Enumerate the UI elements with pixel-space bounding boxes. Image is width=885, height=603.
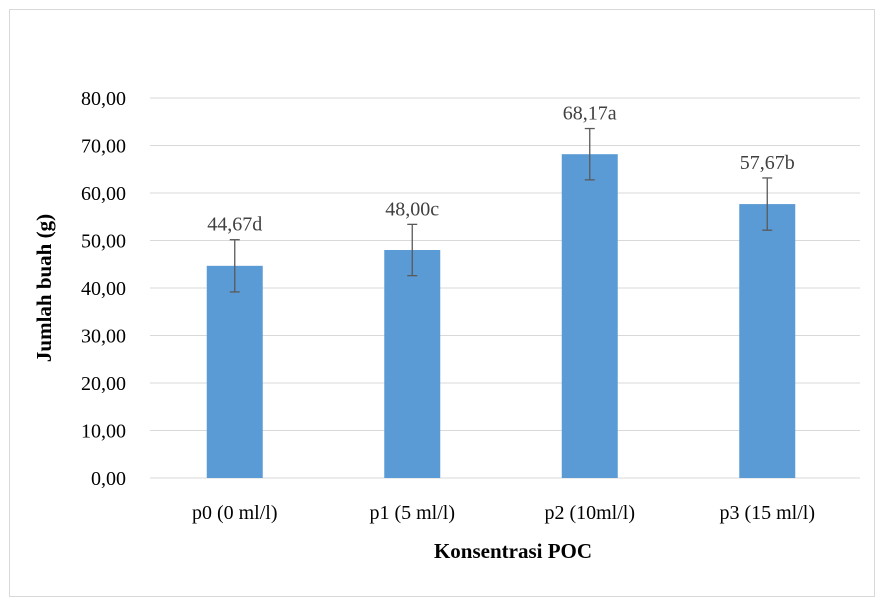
bar <box>739 204 796 478</box>
data-label: 44,67d <box>207 214 262 236</box>
y-tick-label: 0,00 <box>91 468 126 490</box>
error-bar <box>584 127 595 181</box>
bar <box>206 265 263 478</box>
y-tick-label: 30,00 <box>81 326 126 348</box>
x-tick-label: p0 (0 ml/l) <box>192 502 278 524</box>
bar <box>384 250 441 478</box>
data-label: 48,00c <box>385 198 439 220</box>
x-axis-ticks: p0 (0 ml/l) p1 (5 ml/l) p2 (10ml/l) p3 (15 … <box>192 502 815 524</box>
y-tick-label: 70,00 <box>81 136 126 158</box>
x-axis-title: Konsentrasi POC <box>434 539 592 563</box>
data-label: 68,17a <box>563 103 617 125</box>
y-tick-label: 20,00 <box>81 373 126 395</box>
y-tick-label: 50,00 <box>81 231 126 253</box>
y-tick-label: 60,00 <box>81 183 126 205</box>
error-bars <box>229 127 773 293</box>
y-tick-label: 40,00 <box>81 278 126 300</box>
y-axis-ticks: 0,00 10,00 20,00 30,00 40,00 50,00 60,00 70,00 8… <box>81 88 126 490</box>
y-tick-label: 10,00 <box>81 421 126 443</box>
x-tick-label: p3 (15 ml/l) <box>719 502 815 524</box>
bar <box>561 154 618 478</box>
error-bar <box>407 223 418 277</box>
error-bar <box>229 239 240 293</box>
data-labels: 44,67d 48,00c 68,17a 57,67b <box>207 103 795 236</box>
x-tick-label: p2 (10ml/l) <box>544 502 635 524</box>
chart-frame <box>9 9 875 597</box>
x-tick-label: p1 (5 ml/l) <box>369 502 455 524</box>
bars <box>206 154 796 478</box>
error-bar <box>762 177 773 231</box>
data-label: 57,67b <box>740 152 795 174</box>
y-tick-label: 80,00 <box>81 88 126 110</box>
y-axis-title: Jumlah buah (g) <box>32 214 56 362</box>
